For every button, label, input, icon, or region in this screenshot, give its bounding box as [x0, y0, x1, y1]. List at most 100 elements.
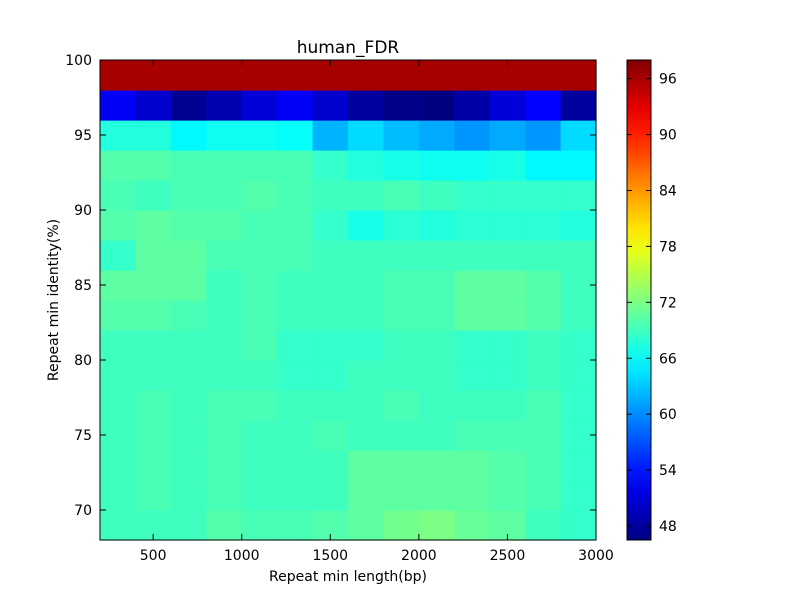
heatmap-cell — [525, 450, 562, 481]
heatmap-cell — [135, 270, 172, 301]
heatmap-cell — [560, 360, 597, 391]
heatmap-cell — [454, 360, 491, 391]
heatmap-cell — [170, 120, 207, 151]
heatmap-cell — [348, 90, 385, 121]
heatmap-cell — [348, 420, 385, 451]
heatmap-cell — [206, 390, 243, 421]
heatmap-cell — [454, 300, 491, 331]
heatmap-cell — [206, 60, 243, 91]
heatmap-cell — [241, 390, 278, 421]
heatmap-cell — [170, 240, 207, 271]
heatmap-cell — [560, 510, 597, 541]
heatmap-cell — [525, 180, 562, 211]
heatmap-cell — [418, 360, 455, 391]
heatmap-cell — [277, 270, 314, 301]
heatmap-cell — [418, 180, 455, 211]
heatmap-cell — [277, 180, 314, 211]
heatmap-cell — [383, 300, 420, 331]
heatmap-cell — [525, 270, 562, 301]
x-tick-label: 2000 — [401, 548, 437, 564]
heatmap-cell — [418, 90, 455, 121]
heatmap-cell — [525, 360, 562, 391]
heatmap-cell — [489, 90, 526, 121]
colorbar-tick-label: 96 — [659, 72, 677, 88]
heatmap-cell — [454, 390, 491, 421]
heatmap-cell — [241, 510, 278, 541]
heatmap-cell — [418, 510, 455, 541]
heatmap-cell — [454, 450, 491, 481]
heatmap-cell — [241, 180, 278, 211]
heatmap-cell — [241, 240, 278, 271]
heatmap-cell — [100, 450, 137, 481]
heatmap-cell — [454, 480, 491, 511]
heatmap-cell — [525, 420, 562, 451]
heatmap-cell — [418, 150, 455, 181]
heatmap-cell — [100, 330, 137, 361]
heatmap-cell — [206, 450, 243, 481]
heatmap-cell — [418, 390, 455, 421]
heatmap-cell — [170, 60, 207, 91]
heatmap-cell — [241, 120, 278, 151]
heatmap-cell — [489, 420, 526, 451]
heatmap-cell — [525, 120, 562, 151]
heatmap-cell — [348, 60, 385, 91]
heatmap-cell — [489, 480, 526, 511]
colorbar-tick-label: 90 — [659, 128, 677, 144]
heatmap-cell — [312, 180, 349, 211]
heatmap-cell — [312, 210, 349, 241]
heatmap-cell — [560, 180, 597, 211]
heatmap-cell — [100, 240, 137, 271]
heatmap-cell — [206, 270, 243, 301]
heatmap-cell — [383, 210, 420, 241]
x-axis: 500 1000 1500 2000 2500 3000 — [140, 60, 614, 564]
heatmap-cell — [383, 420, 420, 451]
heatmap-cell — [525, 300, 562, 331]
heatmap-cell — [206, 480, 243, 511]
heatmap-cell — [170, 450, 207, 481]
x-tick-label: 1500 — [312, 548, 348, 564]
heatmap-cell — [560, 450, 597, 481]
heatmap-cells — [100, 60, 597, 541]
heatmap-cell — [277, 300, 314, 331]
heatmap-cell — [206, 210, 243, 241]
heatmap-cell — [135, 330, 172, 361]
heatmap-cell — [383, 60, 420, 91]
heatmap-cell — [489, 390, 526, 421]
y-tick-label: 75 — [74, 428, 92, 444]
heatmap-cell — [454, 510, 491, 541]
heatmap-cell — [454, 420, 491, 451]
heatmap-cell — [525, 60, 562, 91]
heatmap-cell — [277, 450, 314, 481]
heatmap-cell — [312, 360, 349, 391]
plot-frame — [99, 59, 597, 541]
heatmap-cell — [454, 210, 491, 241]
heatmap-cell — [100, 360, 137, 391]
heatmap-cell — [100, 120, 137, 151]
heatmap-cell — [454, 270, 491, 301]
heatmap-cell — [383, 390, 420, 421]
heatmap-cell — [135, 180, 172, 211]
heatmap-cell — [241, 60, 278, 91]
heatmap-cell — [100, 270, 137, 301]
heatmap-cell — [383, 180, 420, 211]
heatmap-cell — [312, 90, 349, 121]
heatmap-cell — [383, 330, 420, 361]
heatmap-cell — [560, 210, 597, 241]
heatmap-cell — [277, 360, 314, 391]
heatmap-cell — [454, 180, 491, 211]
heatmap-cell — [312, 270, 349, 301]
heatmap-cell — [206, 360, 243, 391]
heatmap-cell — [135, 240, 172, 271]
heatmap-cell — [312, 450, 349, 481]
heatmap-cell — [383, 120, 420, 151]
heatmap-cell — [312, 390, 349, 421]
heatmap-cell — [348, 240, 385, 271]
heatmap-cell — [348, 330, 385, 361]
heatmap-cell — [525, 390, 562, 421]
heatmap-cell — [277, 240, 314, 271]
heatmap-cell — [277, 420, 314, 451]
heatmap-cell — [277, 90, 314, 121]
heatmap-cell — [560, 390, 597, 421]
heatmap-cell — [206, 420, 243, 451]
heatmap-cell — [418, 300, 455, 331]
